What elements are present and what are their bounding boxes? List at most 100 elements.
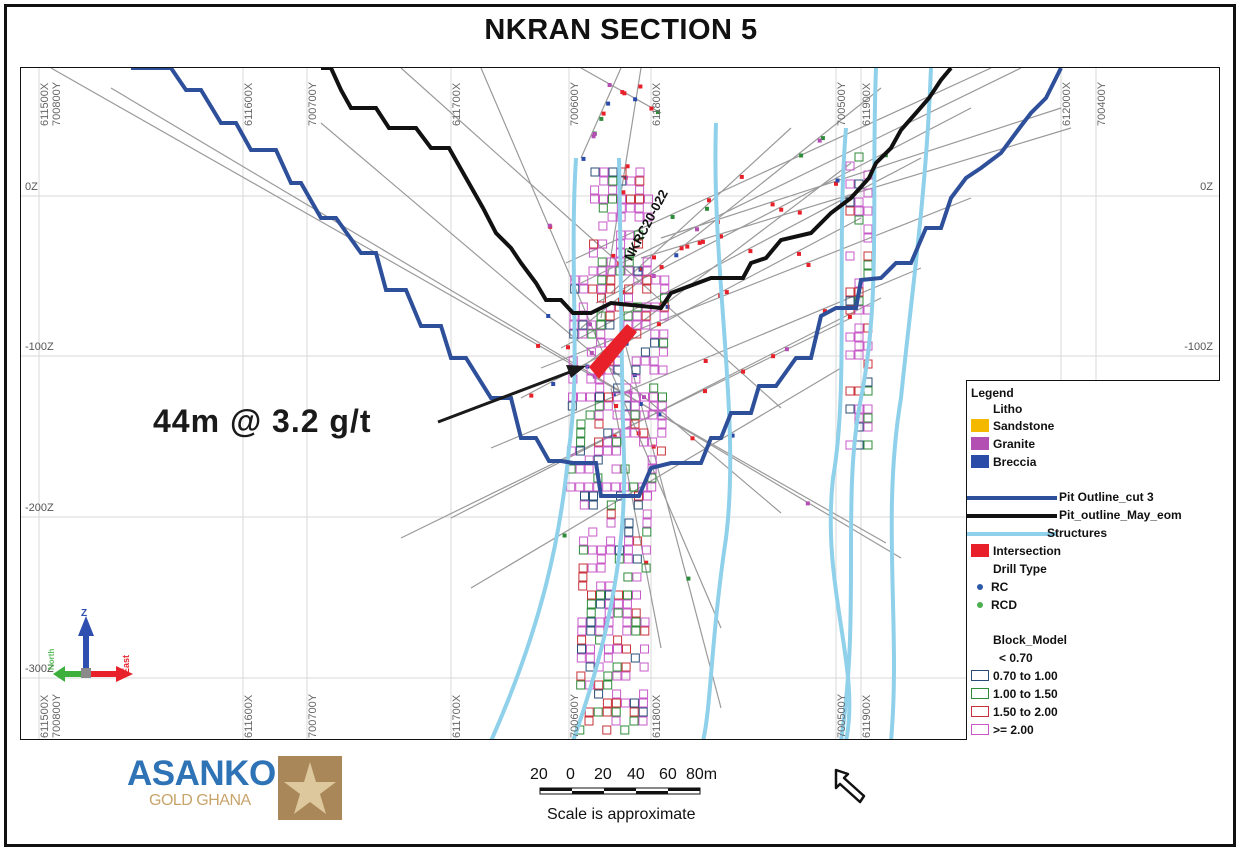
pit-outline-cut-3 — [131, 68, 1063, 498]
elevation-label-200z-left: -200Z — [25, 502, 54, 514]
block-cell — [629, 698, 639, 708]
sandstone-swatch — [971, 419, 989, 432]
block-cell — [613, 635, 623, 645]
block-cell — [635, 167, 645, 177]
drill-interval — [719, 234, 723, 239]
block-cell — [658, 347, 668, 357]
block-cell — [604, 392, 613, 402]
rc-dot — [977, 584, 983, 590]
drillhole-trace — [110, 87, 902, 559]
block-cell — [854, 323, 864, 333]
block-cell — [578, 563, 588, 573]
block-cell — [585, 662, 595, 672]
block-cell — [594, 680, 604, 690]
drill-interval — [703, 359, 708, 363]
block-cell — [594, 401, 604, 411]
legend-litho-sandstone: Sandstone — [971, 418, 1054, 434]
drill-interval — [835, 178, 840, 183]
block-cell — [596, 581, 606, 591]
block-cell — [634, 203, 644, 213]
block-cell — [650, 338, 660, 348]
block-cell — [642, 257, 652, 267]
block-cell — [588, 500, 598, 510]
drill-interval — [817, 138, 822, 143]
block-cell — [640, 392, 649, 402]
block-cell — [597, 266, 607, 276]
block-cell — [577, 617, 587, 627]
block-cell — [606, 509, 616, 519]
legend-drill-rc: RC — [971, 579, 1008, 595]
legend-drill-type-heading: Drill Type — [993, 562, 1047, 576]
drill-interval — [644, 560, 649, 565]
block-cell — [593, 446, 603, 456]
block-cell — [624, 518, 634, 528]
block-cell — [614, 590, 623, 600]
block-cell — [606, 284, 616, 294]
block-cell — [590, 167, 600, 177]
block-cell — [602, 707, 612, 717]
grid-bottom-label: 611800X — [651, 694, 663, 738]
scale-label: 60 — [659, 766, 677, 783]
block-cell — [642, 284, 652, 294]
drill-interval — [651, 444, 656, 449]
drill-interval — [592, 132, 597, 136]
block-cell — [631, 374, 641, 384]
block-cell — [630, 401, 640, 411]
drill-interval — [614, 404, 619, 408]
drill-interval — [656, 322, 661, 327]
block-cell — [594, 689, 604, 699]
block-cell — [598, 221, 608, 231]
drill-interval — [674, 253, 679, 258]
block-cell — [623, 572, 633, 582]
block-cell — [586, 626, 596, 636]
drillhole-trace — [50, 68, 887, 544]
block-cell — [638, 707, 648, 717]
block-cell — [587, 590, 596, 600]
block-cell — [596, 320, 606, 330]
drill-interval — [622, 91, 627, 96]
granite-swatch — [971, 437, 989, 450]
grid-bottom-label: 700600Y — [569, 693, 581, 738]
elevation-label-100z-left: -100Z — [25, 341, 54, 353]
drill-interval — [551, 382, 556, 386]
block-cell — [845, 404, 855, 414]
block-cell — [584, 707, 594, 717]
block-cell — [579, 275, 589, 285]
legend: Legend Litho Sandstone Granite Breccia P… — [966, 380, 1220, 740]
drill-interval — [621, 190, 626, 195]
block-ge200-swatch — [971, 724, 989, 735]
intersection-bar — [589, 324, 637, 379]
block-cell — [863, 260, 873, 270]
drill-interval — [685, 244, 690, 249]
block-cell — [632, 554, 642, 564]
block-cell — [657, 401, 667, 411]
drillhole-trace — [580, 68, 1022, 284]
block-cell — [854, 206, 864, 216]
drill-interval — [741, 369, 746, 374]
block-cell — [863, 386, 873, 396]
legend-pit-cut3: Pit Outline_cut 3 — [1059, 490, 1154, 504]
grid-top-label: 611700X — [451, 82, 463, 126]
drill-interval — [724, 290, 729, 295]
block-cell — [638, 716, 648, 726]
drill-interval — [730, 433, 735, 438]
block-cell — [625, 230, 635, 240]
drill-interval — [588, 322, 592, 327]
breccia-swatch — [971, 455, 989, 468]
page-frame — [4, 4, 1236, 847]
block-cell — [863, 422, 873, 432]
block-cell — [845, 287, 855, 297]
block-cell — [590, 194, 599, 204]
drill-interval — [601, 111, 606, 116]
block-cell — [651, 275, 661, 285]
block-cell — [630, 419, 640, 429]
block-cell — [622, 617, 632, 627]
block-cell — [632, 572, 642, 582]
block-cell — [589, 239, 599, 249]
block-cell — [596, 563, 606, 573]
drill-interval — [589, 350, 594, 355]
block-cell — [634, 212, 644, 222]
legend-intersection: Intersection — [971, 543, 1061, 559]
drill-interval — [657, 412, 662, 417]
legend-heading: Legend — [971, 386, 1014, 400]
